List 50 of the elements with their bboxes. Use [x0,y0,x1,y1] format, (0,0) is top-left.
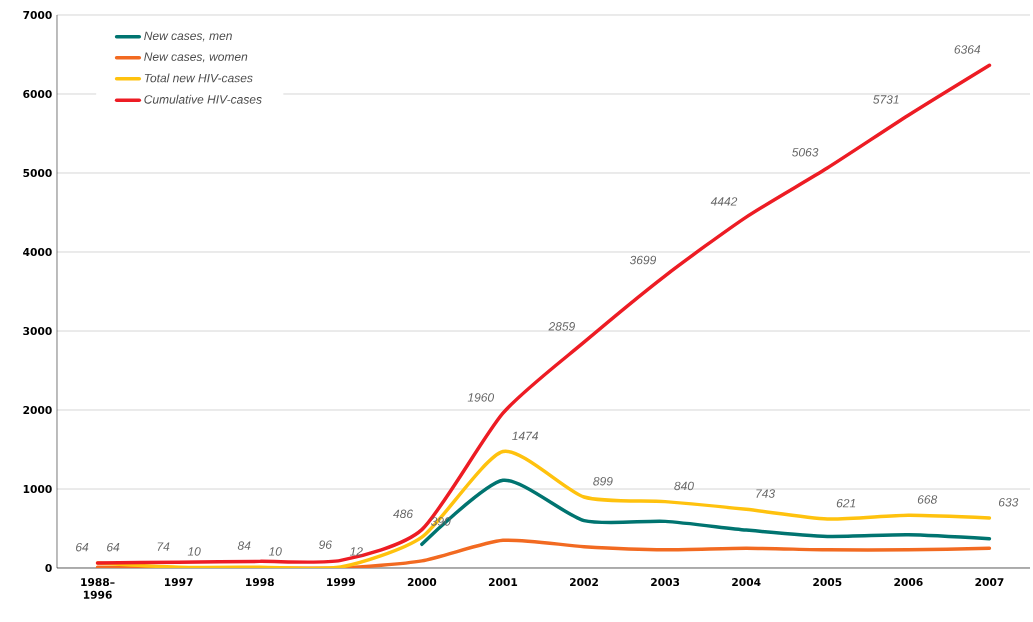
data-label: 6364 [954,45,981,54]
legend-label: New cases, men [144,31,232,42]
y-tick-label: 2000 [23,405,52,415]
data-label: 10 [187,547,201,556]
data-label: 5731 [873,95,899,104]
x-tick-label: 1999 [327,578,355,587]
x-tick-label: 2005 [813,578,842,587]
x-tick-label: 2007 [975,578,1004,587]
x-tick-label: 2004 [732,578,761,587]
data-label: 64 [107,542,120,552]
data-label: 5063 [792,148,819,157]
data-label: 4442 [710,197,738,206]
x-tick-label: 1998 [246,578,274,587]
x-tick-label: 1997 [164,578,193,587]
data-label: 74 [157,542,170,551]
line-series [95,63,992,565]
data-label: 1960 [467,393,494,402]
data-label: 840 [674,481,694,491]
data-label: 899 [593,476,613,486]
data-label: 743 [756,489,775,498]
line-series [420,478,992,547]
y-tick-label: 5000 [23,168,52,178]
y-tick-label: 7000 [23,10,52,20]
data-label: 390 [430,517,451,526]
x-tick-label: 2001 [488,578,518,587]
x-tick-label: 2000 [407,578,437,587]
data-label: 10 [268,547,282,556]
data-label: 64 [76,542,89,552]
data-label: 84 [237,541,251,550]
y-tick-label: 3000 [23,326,52,336]
legend-label: Total new HIV-cases [144,73,253,83]
data-label: 2859 [548,322,575,331]
data-label: 621 [836,498,856,508]
data-label: 668 [917,495,938,504]
x-tick-label: 2003 [651,578,680,587]
y-tick-label: 6000 [23,89,52,99]
data-label: 1474 [512,431,539,441]
x-tick-label: 2006 [894,578,923,587]
data-label: 633 [998,497,1019,507]
legend-label: Cumulative HIV-cases [144,94,262,104]
data-label: 3699 [629,255,657,265]
x-tick-label: 1988–1996 [81,578,115,599]
x-tick-label: 2002 [570,578,598,587]
y-tick-label: 1000 [23,484,52,494]
legend-label: New cases, women [144,52,248,63]
data-label: 96 [319,540,332,549]
data-label: 12 [349,547,363,556]
y-tick-label: 0 [45,563,52,573]
y-tick-label: 4000 [23,247,52,257]
data-label: 486 [393,509,414,519]
